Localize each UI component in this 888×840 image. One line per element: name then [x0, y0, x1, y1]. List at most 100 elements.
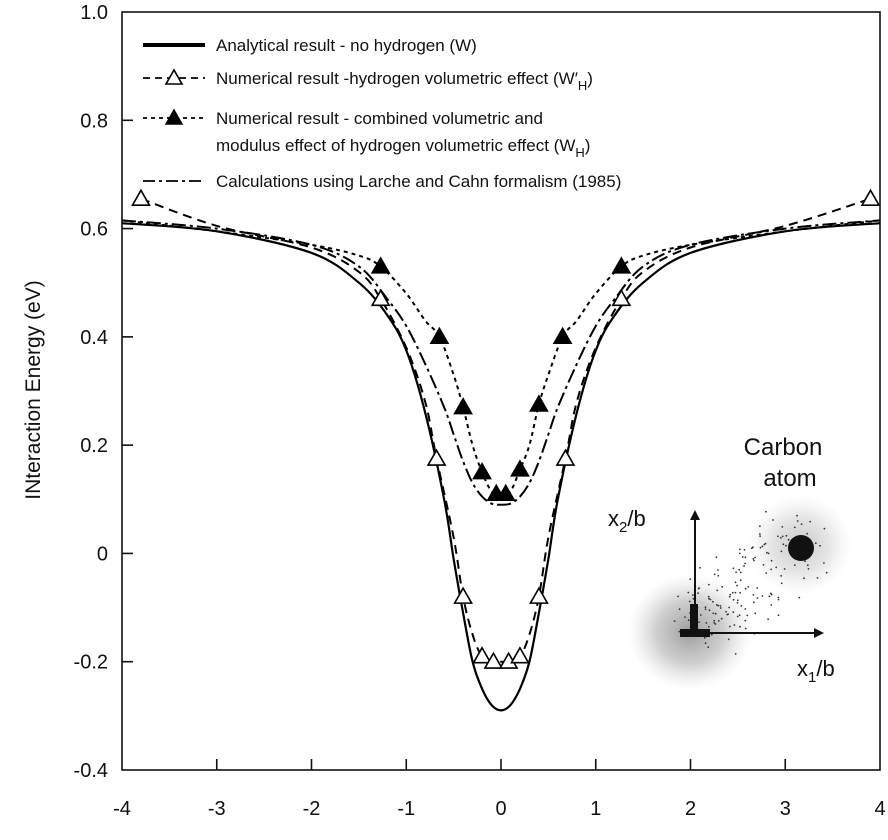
scatter-dot [717, 620, 720, 622]
scatter-dot [777, 598, 780, 601]
scatter-dot [761, 595, 764, 597]
scatter-dot [739, 591, 741, 594]
scatter-dot [739, 571, 742, 574]
open-triangle-marker [453, 586, 473, 604]
filled-triangle-marker [510, 459, 530, 477]
scatter-dot [806, 564, 809, 567]
scatter-dot [777, 596, 780, 599]
scatter-dot [712, 612, 715, 615]
scatter-dot [787, 538, 790, 541]
scatter-dot [753, 601, 755, 604]
scatter-dot [754, 556, 756, 559]
inset-carbon-label-line1: Carbon [744, 434, 823, 461]
open-triangle-marker [611, 288, 632, 307]
scatter-dot [816, 577, 819, 579]
scatter-dot [697, 592, 699, 595]
scatter-dot [704, 642, 707, 645]
scatter-dot [689, 578, 692, 580]
scatter-dot [729, 593, 732, 596]
scatter-dot [708, 609, 711, 612]
x-tick-label: 3 [780, 798, 791, 820]
scatter-dot [793, 564, 796, 566]
scatter-dot [717, 604, 720, 607]
scatter-dot [825, 571, 828, 574]
scatter-dot [728, 606, 730, 609]
scatter-dot [715, 556, 718, 559]
scatter-dot [807, 568, 810, 570]
scatter-dot [734, 653, 737, 655]
scatter-dot [793, 526, 796, 529]
legend-label-combined-2: modulus effect of hydrogen volumetric ef… [216, 136, 590, 160]
filled-triangle-marker [370, 256, 391, 274]
scatter-dot [759, 535, 761, 537]
scatter-dot [677, 595, 679, 598]
open-triangle-marker [860, 188, 881, 206]
x-tick-label: 1 [590, 798, 601, 820]
scatter-dot [733, 624, 736, 626]
x-tick-label: 0 [495, 798, 506, 820]
inset-carbon-label-line2: atom [763, 465, 816, 492]
y-tick-label: -0.4 [74, 760, 108, 782]
scatter-dot [770, 568, 772, 571]
scatter-dot [809, 520, 812, 523]
series-larche-cahn-line [121, 219, 881, 506]
filled-triangle-marker [495, 483, 516, 502]
open-triangle-marker [131, 188, 151, 206]
scatter-dot [699, 614, 702, 616]
scatter-dot [729, 625, 731, 628]
scatter-dot [782, 543, 785, 546]
scatter-dot [777, 614, 780, 617]
scatter-dot [804, 560, 806, 563]
scatter-dot [721, 585, 724, 588]
scatter-dot [717, 574, 720, 577]
scatter-dot [744, 562, 746, 565]
scatter-dot [765, 510, 767, 513]
scatter-dot [781, 535, 784, 538]
scatter-dot [764, 542, 767, 545]
open-triangle-marker [510, 646, 530, 664]
legend-marker-filled-triangle [164, 108, 184, 125]
scatter-dot [687, 591, 690, 594]
scatter-dot [717, 569, 719, 571]
open-triangle-marker [555, 448, 576, 466]
scatter-dot [798, 596, 801, 599]
y-tick-label: -0.2 [74, 652, 108, 674]
scatter-dot [736, 584, 738, 587]
scatter-dot [803, 577, 805, 580]
scatter-dot [707, 595, 710, 598]
scatter-dot [678, 608, 681, 611]
scatter-dot [726, 613, 729, 616]
filled-triangle-marker [611, 256, 632, 274]
scatter-dot [806, 532, 808, 535]
scatter-dot [712, 600, 714, 603]
scatter-dot [704, 608, 707, 611]
scatter-dot [734, 581, 737, 584]
scatter-dot [766, 551, 768, 554]
scatter-dot [732, 598, 735, 601]
scatter-dot [759, 546, 762, 549]
dislocation-symbol-icon [680, 629, 710, 637]
scatter-dot [692, 594, 694, 596]
scatter-dot [743, 565, 745, 567]
scatter-dot [761, 545, 764, 548]
scatter-dot [698, 587, 701, 589]
y-tick-label: 0.4 [80, 327, 108, 349]
scatter-dot [735, 571, 737, 574]
scatter-dot [736, 602, 739, 604]
scatter-dot [732, 567, 735, 570]
scatter-dot [687, 619, 690, 622]
scatter-dot [740, 605, 743, 607]
scatter-dot [781, 526, 784, 528]
open-triangle-marker [370, 288, 391, 307]
scatter-dot [780, 575, 783, 577]
scatter-dot [819, 544, 821, 547]
scatter-dot [739, 579, 742, 582]
scatter-dot [714, 623, 717, 625]
scatter-dot [767, 618, 769, 621]
scatter-dot [783, 568, 786, 570]
scatter-dot [770, 604, 773, 606]
scatter-dot [739, 625, 741, 628]
scatter-dot [768, 595, 771, 598]
scatter-dot [746, 614, 749, 617]
